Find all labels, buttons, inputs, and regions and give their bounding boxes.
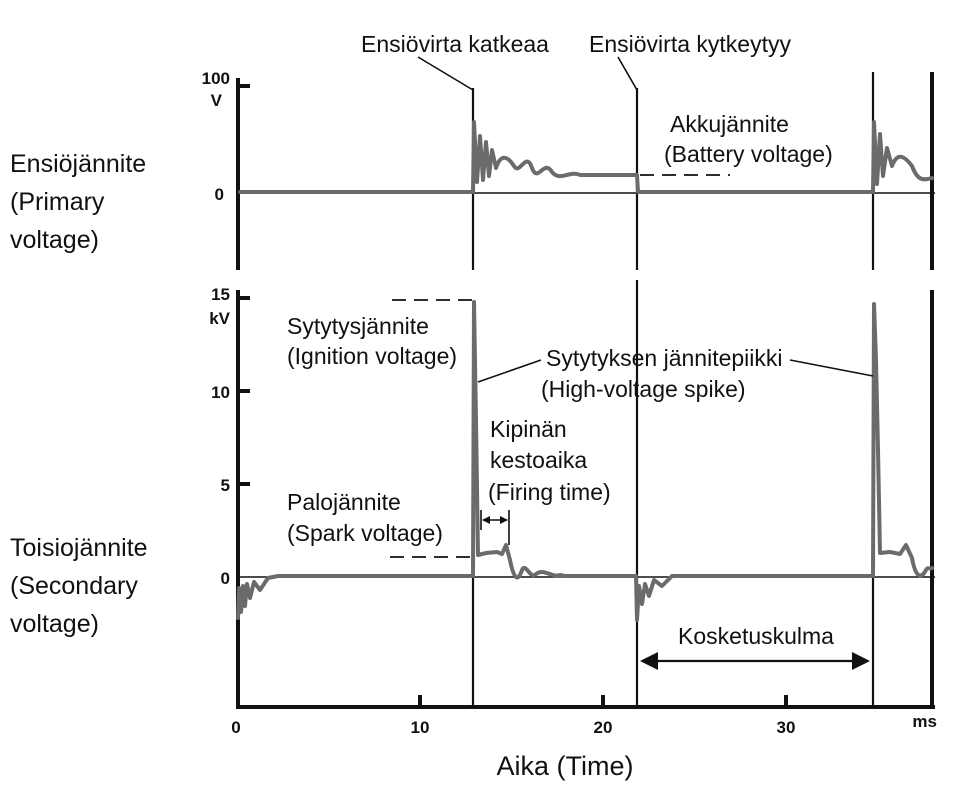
spike-leader xyxy=(789,359,874,377)
firing-label-fi1: Kipinän xyxy=(490,416,567,442)
primary-trace xyxy=(238,120,934,194)
time-tick-label-10: 10 xyxy=(411,718,430,737)
firing-time-arrowhead-right xyxy=(500,516,508,524)
ignition-leader xyxy=(477,359,542,383)
spark-label-fi: Palojännite xyxy=(287,489,401,515)
time-axis-title: Aika (Time) xyxy=(496,751,633,781)
spike-label-en: (High-voltage spike) xyxy=(541,376,746,402)
primary-break-leader xyxy=(417,56,474,91)
ignition-label-en: (Ignition voltage) xyxy=(287,343,457,369)
secondary-tick-0: 0 xyxy=(221,569,230,588)
secondary-unit: kV xyxy=(209,309,230,328)
time-tick-label-20: 20 xyxy=(594,718,613,737)
firing-label-en: (Firing time) xyxy=(488,479,611,505)
spark-label-en: (Spark voltage) xyxy=(287,520,443,546)
secondary-tick-5: 5 xyxy=(221,476,230,495)
primary-close-label: Ensiövirta kytkeytyy xyxy=(589,31,791,57)
primary-close-leader xyxy=(617,56,638,91)
primary-tick-100: 100 xyxy=(202,69,230,88)
secondary-side-label-en1: (Secondary xyxy=(10,572,138,600)
primary-side-label-en2: voltage) xyxy=(10,226,99,254)
primary-unit: V xyxy=(211,91,223,110)
secondary-trace xyxy=(236,300,934,622)
secondary-tick-10: 10 xyxy=(211,383,230,402)
time-tick-label-30: 30 xyxy=(777,718,796,737)
dwell-arrowhead-right xyxy=(852,652,870,670)
primary-side-label-fi: Ensiöjännite xyxy=(10,150,146,178)
primary-tick-0: 0 xyxy=(215,185,224,204)
secondary-side-label-fi: Toisiojännite xyxy=(10,534,148,562)
primary-side-label-en1: (Primary xyxy=(10,188,105,216)
battery-label-en: (Battery voltage) xyxy=(664,141,833,167)
time-tick-label-0: 0 xyxy=(231,718,240,737)
time-unit-label: ms xyxy=(912,712,937,731)
secondary-tick-15: 15 xyxy=(211,285,230,304)
ignition-label-fi: Sytytysjännite xyxy=(287,313,429,339)
battery-label-fi: Akkujännite xyxy=(670,111,789,137)
dwell-label: Kosketuskulma xyxy=(678,623,834,649)
dwell-arrowhead-left xyxy=(640,652,658,670)
firing-time-arrowhead-left xyxy=(482,516,490,524)
spike-label-fi: Sytytyksen jännitepiikki xyxy=(546,345,783,371)
secondary-side-label-en2: voltage) xyxy=(10,610,99,638)
firing-label-fi2: kestoaika xyxy=(490,447,587,473)
primary-break-label: Ensiövirta katkeaa xyxy=(361,31,549,57)
